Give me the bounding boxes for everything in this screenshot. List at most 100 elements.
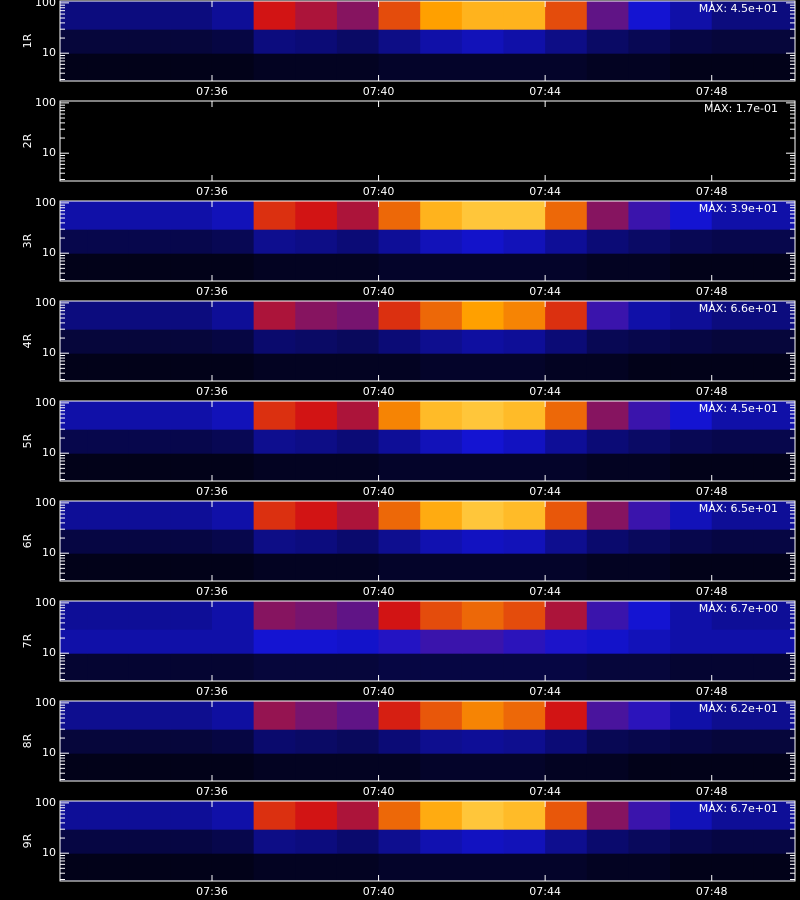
heatmap-cell xyxy=(128,153,171,181)
heatmap-cell xyxy=(503,429,546,454)
heatmap-cell xyxy=(670,229,713,254)
plot-frame xyxy=(59,200,796,282)
heatmap-cell xyxy=(253,501,296,530)
heatmap-cell xyxy=(170,101,213,130)
heatmap-cell xyxy=(87,53,130,81)
heatmap-cell xyxy=(87,601,130,630)
heatmap-cell xyxy=(295,529,338,554)
max-annotation: MAX: 3.9e+01 xyxy=(699,202,778,215)
heatmap-cell xyxy=(503,101,546,130)
x-tick-label: 07:48 xyxy=(696,585,728,598)
heatmap-cell xyxy=(711,829,754,854)
heatmap-cell xyxy=(628,601,671,630)
heatmap-cell xyxy=(711,201,754,230)
heatmap-cell xyxy=(461,653,504,681)
heatmap-cell xyxy=(60,129,88,154)
heatmap-cell xyxy=(128,701,171,730)
heatmap-cell xyxy=(170,29,213,54)
x-tick-label: 07:48 xyxy=(696,885,728,898)
heatmap-cell xyxy=(170,601,213,630)
heatmap-cell xyxy=(461,553,504,581)
heatmap-cell xyxy=(753,801,795,830)
heatmap-cell xyxy=(711,553,754,581)
heatmap-cell xyxy=(545,801,588,830)
heatmap-cell xyxy=(586,229,629,254)
heatmap-cell xyxy=(253,101,296,130)
heatmap-cell xyxy=(87,501,130,530)
heatmap-cell xyxy=(87,729,130,754)
heatmap-cell xyxy=(586,29,629,54)
heatmap-cell xyxy=(628,429,671,454)
heatmap-cell xyxy=(545,701,588,730)
heatmap-cell xyxy=(295,253,338,281)
heatmap-cell xyxy=(211,453,255,481)
heatmap-cell xyxy=(60,1,88,30)
max-annotation: MAX: 6.7e+01 xyxy=(699,802,778,815)
plot-frame xyxy=(59,0,796,82)
heatmap-cell xyxy=(461,429,504,454)
heatmap-cell xyxy=(711,1,754,30)
heatmap-cell xyxy=(253,829,296,854)
plot-frame xyxy=(59,300,796,382)
heatmap-cell xyxy=(586,301,629,330)
heatmap-cell xyxy=(253,729,296,754)
heatmap-cell xyxy=(295,129,338,154)
heatmap-cell xyxy=(461,801,504,830)
y-tick-label: 100 xyxy=(35,396,56,409)
heatmap-cell xyxy=(211,329,255,354)
heatmap-cell xyxy=(711,401,754,430)
heatmap-cell xyxy=(378,401,421,430)
heatmap-cell xyxy=(60,729,88,754)
heatmap-cell xyxy=(628,829,671,854)
x-tick-label: 07:36 xyxy=(196,185,228,198)
heatmap-cell xyxy=(128,329,171,354)
heatmap-cell xyxy=(336,701,380,730)
heatmap-cell xyxy=(336,353,380,381)
y-axis-label: 7R xyxy=(21,633,34,648)
heatmap-cell xyxy=(170,1,213,30)
heatmap-cell xyxy=(87,829,130,854)
heatmap-cell xyxy=(628,501,671,530)
heatmap-cell xyxy=(545,29,588,54)
heatmap-cell xyxy=(711,601,754,630)
heatmap-cell xyxy=(336,453,380,481)
heatmap-cell xyxy=(503,853,546,881)
heatmap-cell xyxy=(670,153,713,181)
heatmap-cell xyxy=(670,201,713,230)
heatmap-cell xyxy=(253,753,296,781)
x-tick-label: 07:36 xyxy=(196,885,228,898)
heatmap-cell xyxy=(128,253,171,281)
heatmap-cell xyxy=(295,29,338,54)
heatmap-cell xyxy=(545,329,588,354)
heatmap-cell xyxy=(420,529,463,554)
heatmap-cell xyxy=(711,529,754,554)
heatmap-cell xyxy=(461,753,504,781)
heatmap-cell xyxy=(170,553,213,581)
heatmap-cell xyxy=(336,301,380,330)
x-tick-label: 07:44 xyxy=(529,885,561,898)
heatmap-cell xyxy=(87,701,130,730)
heatmap-cell xyxy=(670,529,713,554)
heatmap-cell xyxy=(753,101,795,130)
heatmap-cell xyxy=(295,829,338,854)
heatmap-cell xyxy=(628,753,671,781)
heatmap-cell xyxy=(628,1,671,30)
heatmap-cell xyxy=(420,601,463,630)
heatmap-cell xyxy=(128,529,171,554)
heatmap-cell xyxy=(336,729,380,754)
heatmap-cell xyxy=(503,53,546,81)
heatmap-cell xyxy=(211,729,255,754)
heatmap-cell xyxy=(211,801,255,830)
heatmap-cell xyxy=(128,601,171,630)
heatmap-cell xyxy=(420,101,463,130)
heatmap-cell xyxy=(87,153,130,181)
heatmap-cell xyxy=(253,201,296,230)
heatmap-cell xyxy=(253,353,296,381)
heatmap-cell xyxy=(378,301,421,330)
plot-frame xyxy=(59,800,796,882)
heatmap-cell xyxy=(545,353,588,381)
heatmap-cell xyxy=(586,701,629,730)
heatmap-cell xyxy=(628,53,671,81)
heatmap-cell xyxy=(670,329,713,354)
